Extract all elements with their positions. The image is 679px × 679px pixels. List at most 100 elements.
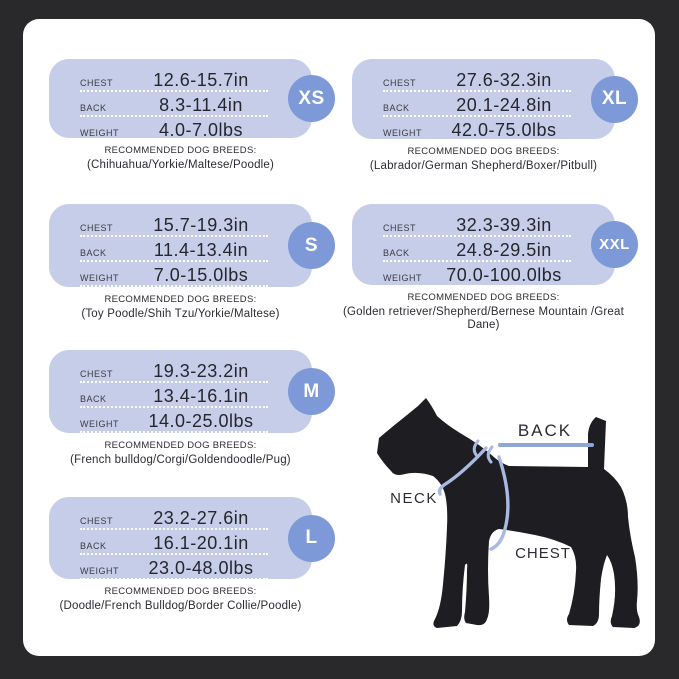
row-label-weight: WEIGHT: [383, 273, 422, 283]
size-group-m: CHEST 19.3-23.2in BACK 13.4-16.1in WEIGH…: [49, 350, 335, 467]
row-label-back: BACK: [383, 248, 410, 258]
chest-value: 27.6-32.3in: [456, 70, 552, 90]
size-group-s: CHEST 15.7-19.3in BACK 11.4-13.4in WEIGH…: [49, 204, 335, 321]
weight-value: 7.0-15.0lbs: [153, 265, 249, 285]
size-group-l: CHEST 23.2-27.6in BACK 16.1-20.1in WEIGH…: [49, 497, 335, 613]
back-value: 13.4-16.1in: [153, 386, 249, 406]
breeds-heading: RECOMMENDED DOG BREEDS:: [104, 440, 257, 451]
row-label-back: BACK: [80, 103, 107, 113]
size-group-xl: CHEST 27.6-32.3in BACK 20.1-24.8in WEIGH…: [352, 59, 638, 173]
harness-neck-strap: [437, 446, 488, 496]
breeds-list: (Labrador/German Shepherd/Boxer/Pitbull): [369, 160, 598, 172]
breeds-block-m: RECOMMENDED DOG BREEDS: (French bulldog/…: [24, 440, 337, 467]
size-badge-xl: XL: [591, 75, 638, 123]
row-label-weight: WEIGHT: [80, 128, 119, 138]
size-card-xl: CHEST 27.6-32.3in BACK 20.1-24.8in WEIGH…: [352, 59, 638, 142]
measure-row-weight: WEIGHT 14.0-25.0lbs: [80, 409, 268, 433]
back-value: 11.4-13.4in: [153, 240, 249, 260]
row-label-chest: CHEST: [80, 223, 114, 233]
measure-row-back: BACK 13.4-16.1in: [80, 384, 268, 408]
measure-row-weight: WEIGHT 7.0-15.0lbs: [80, 263, 268, 287]
row-label-weight: WEIGHT: [80, 566, 119, 576]
row-label-chest: CHEST: [383, 78, 417, 88]
weight-value: 4.0-7.0lbs: [158, 120, 244, 140]
row-label-chest: CHEST: [80, 369, 114, 379]
size-card-l: CHEST 23.2-27.6in BACK 16.1-20.1in WEIGH…: [49, 497, 335, 580]
chest-label: CHEST: [515, 545, 571, 562]
row-label-chest: CHEST: [80, 78, 114, 88]
size-badge-s: S: [288, 222, 335, 269]
back-value: 20.1-24.8in: [456, 95, 552, 115]
row-label-chest: CHEST: [80, 516, 114, 526]
chest-value: 15.7-19.3in: [153, 215, 249, 235]
measure-row-back: BACK 8.3-11.4in: [80, 93, 268, 117]
size-badge-m: M: [288, 368, 335, 415]
breeds-heading: RECOMMENDED DOG BREEDS:: [104, 586, 257, 597]
row-label-back: BACK: [80, 394, 107, 404]
size-badge-xxl: XXL: [591, 221, 638, 268]
row-label-weight: WEIGHT: [80, 273, 119, 283]
dog-silhouette: [377, 398, 640, 628]
breeds-list: (Doodle/French Bulldog/Border Collie/Poo…: [59, 600, 302, 612]
dog-diagram: BACK NECK CHEST: [363, 379, 679, 679]
measure-row-weight: WEIGHT 42.0-75.0lbs: [383, 118, 571, 142]
breeds-block-xs: RECOMMENDED DOG BREEDS: (Chihuahua/Yorki…: [24, 145, 337, 172]
measure-row-chest: CHEST 19.3-23.2in: [80, 359, 268, 383]
measure-row-back: BACK 24.8-29.5in: [383, 238, 571, 262]
chest-value: 12.6-15.7in: [153, 70, 249, 90]
size-badge-l: L: [288, 514, 335, 562]
weight-value: 70.0-100.0lbs: [446, 265, 562, 285]
chest-value: 19.3-23.2in: [153, 361, 249, 381]
measure-row-chest: CHEST 15.7-19.3in: [80, 213, 268, 237]
sizing-chart-panel: CHEST 12.6-15.7in BACK 8.3-11.4in WEIGHT…: [23, 19, 655, 656]
row-label-back: BACK: [383, 103, 410, 113]
measure-row-chest: CHEST 12.6-15.7in: [80, 68, 268, 92]
row-label-chest: CHEST: [383, 223, 417, 233]
harness-strap-curl-right: [486, 445, 494, 464]
breeds-list: (Golden retriever/Shepherd/Bernese Mount…: [342, 306, 625, 331]
harness-chest-strap: [489, 455, 510, 551]
measure-row-back: BACK 11.4-13.4in: [80, 238, 268, 262]
measure-row-weight: WEIGHT 4.0-7.0lbs: [80, 118, 268, 142]
row-label-back: BACK: [80, 248, 107, 258]
weight-value: 23.0-48.0lbs: [148, 558, 254, 578]
breeds-list: (French bulldog/Corgi/Goldendoodle/Pug): [70, 454, 291, 466]
neck-label: NECK: [390, 490, 438, 507]
breeds-block-l: RECOMMENDED DOG BREEDS: (Doodle/French B…: [24, 586, 337, 613]
size-group-xxl: CHEST 32.3-39.3in BACK 24.8-29.5in WEIGH…: [343, 204, 638, 332]
measure-row-back: BACK 16.1-20.1in: [80, 531, 268, 555]
size-card-xs: CHEST 12.6-15.7in BACK 8.3-11.4in WEIGHT…: [49, 59, 335, 142]
harness-strap-curl-left: [472, 439, 480, 458]
breeds-block-xl: RECOMMENDED DOG BREEDS: (Labrador/German…: [327, 146, 640, 173]
back-value: 8.3-11.4in: [159, 95, 243, 115]
measure-row-weight: WEIGHT 70.0-100.0lbs: [383, 263, 571, 287]
measure-row-back: BACK 20.1-24.8in: [383, 93, 571, 117]
size-card-xxl: CHEST 32.3-39.3in BACK 24.8-29.5in WEIGH…: [352, 204, 638, 287]
back-label: BACK: [517, 421, 573, 440]
breeds-heading: RECOMMENDED DOG BREEDS:: [407, 292, 560, 303]
size-badge-xs: XS: [288, 75, 335, 122]
back-value: 16.1-20.1in: [153, 533, 249, 553]
measure-row-weight: WEIGHT 23.0-48.0lbs: [80, 556, 268, 580]
row-label-weight: WEIGHT: [383, 128, 422, 138]
breeds-list: (Chihuahua/Yorkie/Maltese/Poodle): [86, 159, 275, 171]
breeds-block-xxl: RECOMMENDED DOG BREEDS: (Golden retrieve…: [327, 292, 640, 332]
breeds-heading: RECOMMENDED DOG BREEDS:: [104, 145, 257, 156]
weight-value: 42.0-75.0lbs: [451, 120, 557, 140]
measure-row-chest: CHEST 32.3-39.3in: [383, 213, 571, 237]
breeds-heading: RECOMMENDED DOG BREEDS:: [104, 294, 257, 305]
size-card-m: CHEST 19.3-23.2in BACK 13.4-16.1in WEIGH…: [49, 350, 335, 433]
size-card-s: CHEST 15.7-19.3in BACK 11.4-13.4in WEIGH…: [49, 204, 335, 287]
measure-row-chest: CHEST 27.6-32.3in: [383, 68, 571, 92]
chest-value: 32.3-39.3in: [456, 215, 552, 235]
chest-value: 23.2-27.6in: [153, 508, 249, 528]
row-label-weight: WEIGHT: [80, 419, 119, 429]
weight-value: 14.0-25.0lbs: [148, 411, 254, 431]
measure-row-chest: CHEST 23.2-27.6in: [80, 506, 268, 530]
row-label-back: BACK: [80, 541, 107, 551]
breeds-list: (Toy Poodle/Shih Tzu/Yorkie/Maltese): [81, 308, 280, 320]
back-value: 24.8-29.5in: [456, 240, 552, 260]
breeds-block-s: RECOMMENDED DOG BREEDS: (Toy Poodle/Shih…: [24, 294, 337, 321]
size-group-xs: CHEST 12.6-15.7in BACK 8.3-11.4in WEIGHT…: [49, 59, 335, 172]
breeds-heading: RECOMMENDED DOG BREEDS:: [407, 146, 560, 157]
